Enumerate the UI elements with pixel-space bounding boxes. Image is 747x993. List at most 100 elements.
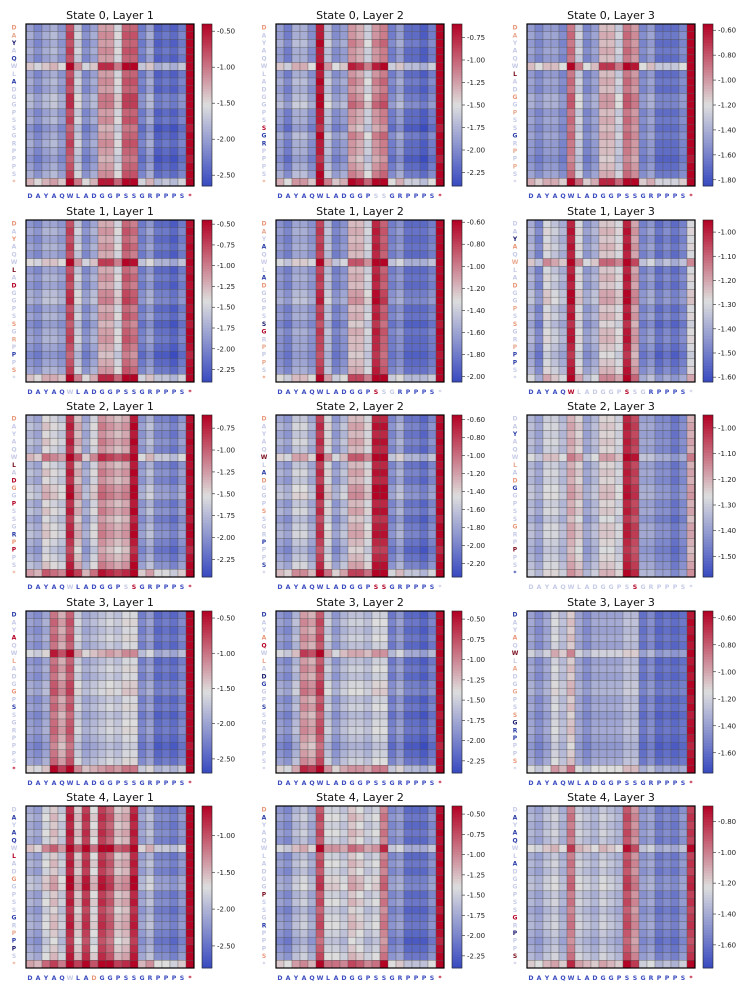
heatmap-cell: [331, 476, 341, 485]
heatmap-cell: [331, 538, 341, 547]
heatmap-cell: [177, 162, 187, 171]
heatmap-cell: [558, 116, 568, 125]
column-label: Q: [309, 193, 314, 200]
row-label: P: [513, 344, 518, 351]
heatmap-cell: [363, 116, 373, 125]
heatmap-cell: [89, 85, 99, 94]
heatmap-cell: [89, 453, 99, 462]
heatmap-cell: [427, 320, 437, 329]
heatmap-cell: [25, 414, 35, 423]
heatmap-cell: [73, 162, 83, 171]
heatmap-cell: [574, 374, 584, 383]
heatmap-cell: [185, 178, 195, 187]
column-label: Q: [59, 584, 64, 591]
colorbar-segment: [703, 303, 713, 307]
row-label: P: [513, 148, 518, 155]
row-label: D: [12, 25, 17, 32]
colorbar-segment: [452, 450, 462, 454]
heatmap-cell: [89, 273, 99, 282]
heatmap-cell: [427, 304, 437, 313]
panel-title: State 0, Layer 2: [316, 9, 404, 22]
heatmap-cell: [145, 569, 155, 578]
heatmap-cell: [89, 116, 99, 125]
heatmap-cell: [323, 139, 333, 148]
colorbar-segment: [703, 442, 713, 446]
heatmap-cell: [654, 227, 664, 236]
heatmap-cell: [89, 468, 99, 477]
heatmap-cell: [387, 522, 397, 531]
heatmap-cell: [315, 250, 325, 259]
heatmap-cell: [33, 561, 43, 570]
heatmap-cell: [387, 569, 397, 578]
heatmap-cell: [678, 227, 688, 236]
heatmap-cell: [153, 273, 163, 282]
heatmap-cell: [614, 147, 624, 156]
heatmap-cell: [654, 54, 664, 63]
heatmap-cell: [403, 515, 413, 524]
colorbar-segment: [202, 379, 212, 383]
heatmap-cell: [33, 476, 43, 485]
heatmap-cell: [662, 281, 672, 290]
heatmap-cell: [662, 235, 672, 244]
heatmap-cell: [57, 124, 67, 133]
heatmap-cell: [49, 139, 59, 148]
heatmap-cell: [355, 374, 365, 383]
heatmap-cell: [662, 335, 672, 344]
heatmap-cell: [427, 100, 437, 110]
heatmap-cell: [339, 312, 349, 321]
heatmap-cell: [662, 93, 672, 102]
heatmap-cell: [57, 139, 67, 148]
heatmap-cell: [582, 131, 592, 140]
heatmap-cell: [169, 366, 179, 375]
heatmap-cell: [534, 281, 544, 290]
heatmap-cell: [307, 116, 317, 125]
heatmap-cell: [566, 178, 576, 187]
heatmap-cell: [73, 484, 83, 493]
heatmap-cell: [686, 366, 696, 375]
colorbar-segment: [202, 325, 212, 329]
heatmap-cell: [395, 62, 405, 71]
heatmap-cell: [686, 46, 696, 56]
heatmap-cell: [185, 219, 195, 228]
heatmap-cell: [307, 350, 317, 360]
heatmap-cell: [137, 553, 147, 562]
heatmap-cell: [275, 131, 285, 140]
heatmap-cell: [33, 242, 43, 252]
heatmap-cell: [185, 70, 195, 79]
heatmap-cell: [169, 108, 179, 117]
heatmap-cell: [371, 468, 381, 477]
heatmap-cell: [558, 515, 568, 524]
heatmap-cell: [654, 139, 664, 148]
heatmap-cell: [363, 250, 373, 259]
heatmap-cell: [323, 258, 333, 267]
colorbar-tick-label: -1.40: [718, 126, 736, 134]
heatmap-cell: [347, 430, 357, 439]
heatmap-cell: [65, 258, 75, 267]
heatmap-cell: [574, 312, 584, 321]
heatmap-cell: [283, 553, 293, 562]
colorbar-segment: [452, 156, 462, 160]
column-label: Y: [43, 584, 49, 591]
heatmap-cell: [678, 54, 688, 63]
heatmap-cell: [49, 54, 59, 63]
heatmap-cell: [630, 507, 640, 516]
heatmap-cell: [65, 23, 75, 32]
row-label: P: [262, 547, 267, 554]
colorbar-segment: [703, 59, 713, 63]
row-label: G: [262, 493, 267, 500]
heatmap-cell: [347, 31, 357, 40]
heatmap-cell: [566, 162, 576, 171]
heatmap-cell: [129, 414, 139, 423]
column-label: *: [438, 584, 442, 591]
heatmap-cell: [371, 235, 381, 244]
heatmap-cell: [630, 93, 640, 102]
heatmap-cell: [670, 242, 680, 252]
heatmap-cell: [145, 131, 155, 140]
heatmap-cell: [331, 178, 341, 187]
heatmap-cell: [161, 366, 171, 375]
heatmap-cell: [113, 545, 123, 555]
heatmap-cell: [347, 273, 357, 282]
heatmap-cell: [662, 258, 672, 267]
heatmap-cell: [630, 31, 640, 40]
heatmap-cell: [73, 108, 83, 117]
